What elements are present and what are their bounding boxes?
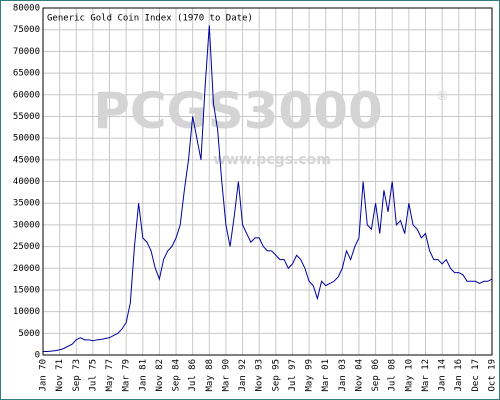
y-tick-label: 65000 — [13, 69, 40, 79]
x-tick-label: Jan 92 — [238, 359, 248, 392]
x-tick-label: Sep 06 — [371, 359, 381, 392]
y-tick-label: 75000 — [13, 25, 40, 35]
x-tick-label: Jul 97 — [288, 359, 298, 392]
x-tick-label: Mar 12 — [421, 359, 431, 392]
x-tick-label: May 88 — [205, 359, 215, 392]
watermark-url: www.pcgs.com — [213, 152, 331, 168]
x-tick-label: Mar 90 — [221, 359, 231, 392]
watermark: PCGS3000 — [93, 82, 383, 140]
y-tick-label: 70000 — [13, 47, 40, 57]
y-tick-label: 80000 — [13, 4, 40, 14]
x-tick-label: Jul 08 — [388, 359, 398, 392]
x-tick-label: Nov 82 — [155, 359, 165, 392]
y-tick-label: 0 — [35, 351, 40, 361]
plot-border — [42, 7, 493, 356]
grid — [42, 7, 493, 356]
x-tick-label: Jan 14 — [438, 359, 448, 392]
x-tick-label: Jan 16 — [454, 359, 464, 392]
x-tick-label: Oct 19 — [488, 359, 498, 392]
y-tick-label: 25000 — [13, 242, 40, 252]
y-tick-label: 45000 — [13, 155, 40, 165]
y-tick-label: 15000 — [13, 285, 40, 295]
x-tick-label: Sep 73 — [72, 359, 82, 392]
x-tick-label: Sep 84 — [172, 359, 182, 392]
y-tick-label: 50000 — [13, 134, 40, 144]
y-tick-label: 5000 — [18, 329, 40, 339]
y-tick-label: 30000 — [13, 220, 40, 230]
x-tick-label: Nov 71 — [55, 359, 65, 392]
plot — [43, 25, 493, 353]
y-tick-label: 60000 — [13, 90, 40, 100]
x-tick-label: Jul 86 — [188, 359, 198, 392]
watermark-mark: ® — [436, 89, 449, 104]
x-tick-label: Mar 79 — [122, 359, 132, 392]
chart-title: Generic Gold Coin Index (1970 to Date) — [47, 14, 253, 24]
y-tick-label: 55000 — [13, 112, 40, 122]
x-tick-label: Sep 95 — [271, 359, 281, 392]
data-line — [43, 25, 493, 353]
x-tick-label: Jan 03 — [338, 359, 348, 392]
y-tick-label: 20000 — [13, 264, 40, 274]
y-tick-label: 10000 — [13, 307, 40, 317]
x-tick-label: May 77 — [105, 359, 115, 392]
x-tick-label: Mar 01 — [321, 359, 331, 392]
x-tick-label: Nov 93 — [255, 359, 265, 392]
y-tick-label: 40000 — [13, 177, 40, 187]
x-tick-label: May 99 — [305, 359, 315, 392]
x-tick-label: Nov 04 — [354, 359, 364, 392]
x-tick-label: May 10 — [404, 359, 414, 392]
x-tick-label: Jan 70 — [39, 359, 49, 392]
x-tick-label: Jul 75 — [88, 359, 98, 392]
x-tick-label: Dec 17 — [471, 359, 481, 392]
x-tick-label: Jan 81 — [138, 359, 148, 392]
y-tick-label: 35000 — [13, 199, 40, 209]
